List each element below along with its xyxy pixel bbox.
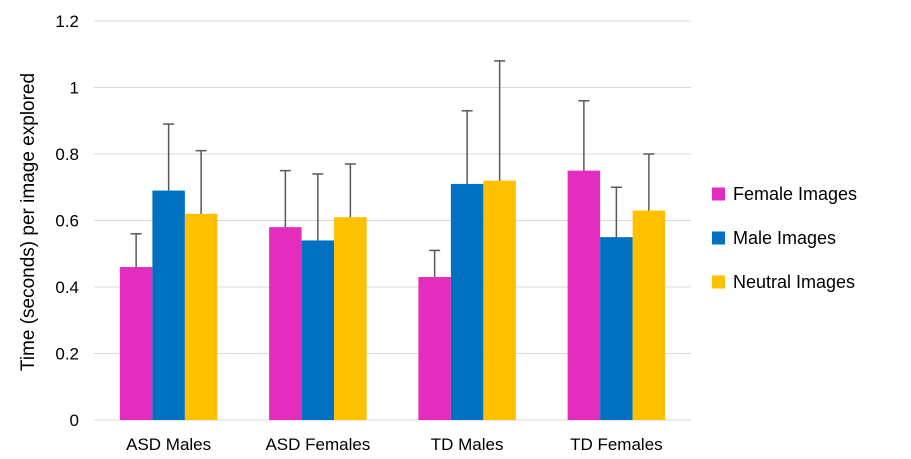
x-tick-label: TD Females <box>570 435 663 454</box>
error-bar <box>312 173 324 241</box>
error-bar <box>163 123 175 191</box>
legend-label: Neutral Images <box>733 272 855 292</box>
error-bar <box>195 149 207 214</box>
bar-male-images-asd-males <box>152 190 185 420</box>
y-tick-label: 0.4 <box>55 278 79 297</box>
y-tick-label: 0.2 <box>55 345 79 364</box>
bar-female-images-td-males <box>418 277 451 420</box>
bar-neutral-images-asd-males <box>184 213 218 420</box>
x-axis-ticks: ASD Males ASD Females TD Males TD Females <box>126 435 663 454</box>
bar-male-images-td-females <box>600 237 633 420</box>
bar-female-images-asd-females <box>269 227 302 420</box>
y-axis-ticks: 0 0.2 0.4 0.6 0.8 1 1.2 <box>55 12 79 430</box>
legend-label: Female Images <box>733 184 857 204</box>
bar-neutral-images-td-females <box>632 210 666 420</box>
bar-female-images-asd-males <box>119 267 153 420</box>
legend: Female Images Male Images Neutral Images <box>712 184 857 292</box>
y-axis-title: Time (seconds) per image explored <box>18 73 39 371</box>
error-bar <box>429 249 441 278</box>
legend-swatch <box>712 187 725 201</box>
bar-neutral-images-asd-females <box>334 217 367 420</box>
y-tick-label: 0 <box>70 411 79 430</box>
error-bar <box>279 169 291 228</box>
x-tick-label: ASD Males <box>126 435 211 454</box>
error-bar <box>610 186 622 238</box>
error-bar <box>344 163 356 218</box>
bar-neutral-images-td-males <box>483 180 516 420</box>
error-bar <box>578 100 590 171</box>
legend-item: Male Images <box>712 228 836 248</box>
y-tick-label: 1.2 <box>55 12 79 31</box>
legend-label: Male Images <box>733 228 836 248</box>
bars <box>119 170 666 420</box>
legend-swatch <box>712 275 725 289</box>
legend-item: Neutral Images <box>712 272 855 292</box>
error-bar <box>494 60 506 181</box>
x-tick-label: TD Males <box>431 435 504 454</box>
error-bar <box>130 233 142 268</box>
y-tick-label: 1 <box>70 79 79 98</box>
error-bar <box>461 110 473 184</box>
legend-swatch <box>712 231 725 245</box>
error-bar <box>643 153 655 211</box>
y-tick-label: 0.6 <box>55 212 79 231</box>
error-bars <box>130 60 655 278</box>
legend-item: Female Images <box>712 184 857 204</box>
x-tick-label: ASD Females <box>265 435 370 454</box>
y-tick-label: 0.8 <box>55 145 79 164</box>
bar-male-images-asd-females <box>301 240 335 420</box>
bar-male-images-td-males <box>450 183 484 420</box>
bar-female-images-td-females <box>567 170 601 420</box>
